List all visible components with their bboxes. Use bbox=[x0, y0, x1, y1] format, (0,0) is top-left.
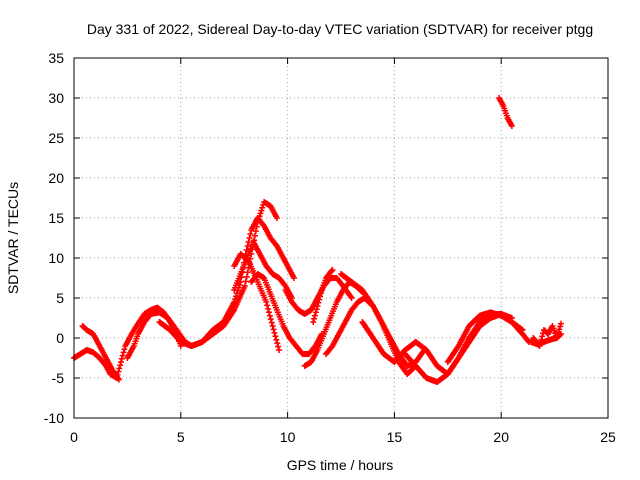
series-track-10 bbox=[301, 279, 368, 369]
point-markers bbox=[188, 215, 298, 349]
x-axis-label: GPS time / hours bbox=[287, 457, 394, 473]
y-tick-label: 15 bbox=[48, 210, 64, 226]
data-points bbox=[71, 95, 565, 385]
grid-lines bbox=[74, 58, 608, 418]
point-markers bbox=[301, 279, 368, 369]
point-markers bbox=[444, 309, 526, 365]
y-tick-label: 35 bbox=[48, 50, 64, 66]
axis-ticks: 0 5 10 15 20 25 -10 -5 0 5 10 15 20 25 30 35 bbox=[44, 50, 616, 445]
y-axis-label: SDTVAR / TECUs bbox=[5, 182, 21, 294]
point-markers bbox=[231, 251, 283, 353]
y-tick-label: 20 bbox=[48, 170, 64, 186]
point-markers bbox=[248, 271, 325, 357]
plot-frame bbox=[73, 57, 609, 419]
chart-title: Day 331 of 2022, Sidereal Day-to-day VTE… bbox=[87, 21, 593, 37]
y-tick-label: 0 bbox=[56, 330, 64, 346]
y-tick-label: 30 bbox=[48, 90, 64, 106]
x-tick-label: 10 bbox=[280, 429, 296, 445]
series-track-17 bbox=[496, 95, 515, 129]
point-markers bbox=[496, 95, 515, 129]
y-tick-label: 25 bbox=[48, 130, 64, 146]
y-tick-label: -10 bbox=[44, 410, 64, 426]
series-track-8 bbox=[248, 271, 325, 357]
y-tick-label: 10 bbox=[48, 250, 64, 266]
y-tick-label: -5 bbox=[52, 370, 65, 386]
series-track-19 bbox=[528, 331, 565, 348]
point-markers bbox=[124, 309, 195, 361]
series-track-16 bbox=[444, 309, 526, 365]
point-markers bbox=[79, 323, 122, 383]
series-track-2 bbox=[79, 323, 122, 383]
series-track-7 bbox=[231, 251, 283, 353]
point-markers bbox=[310, 267, 336, 325]
x-tick-label: 20 bbox=[493, 429, 509, 445]
x-tick-label: 5 bbox=[177, 429, 185, 445]
series-track-3 bbox=[124, 309, 195, 361]
point-markers bbox=[528, 331, 565, 348]
x-tick-label: 0 bbox=[70, 429, 78, 445]
x-tick-label: 25 bbox=[600, 429, 616, 445]
series-track-11 bbox=[310, 267, 336, 325]
y-tick-label: 5 bbox=[56, 290, 64, 306]
series-track-5 bbox=[188, 215, 298, 349]
x-tick-label: 15 bbox=[387, 429, 403, 445]
